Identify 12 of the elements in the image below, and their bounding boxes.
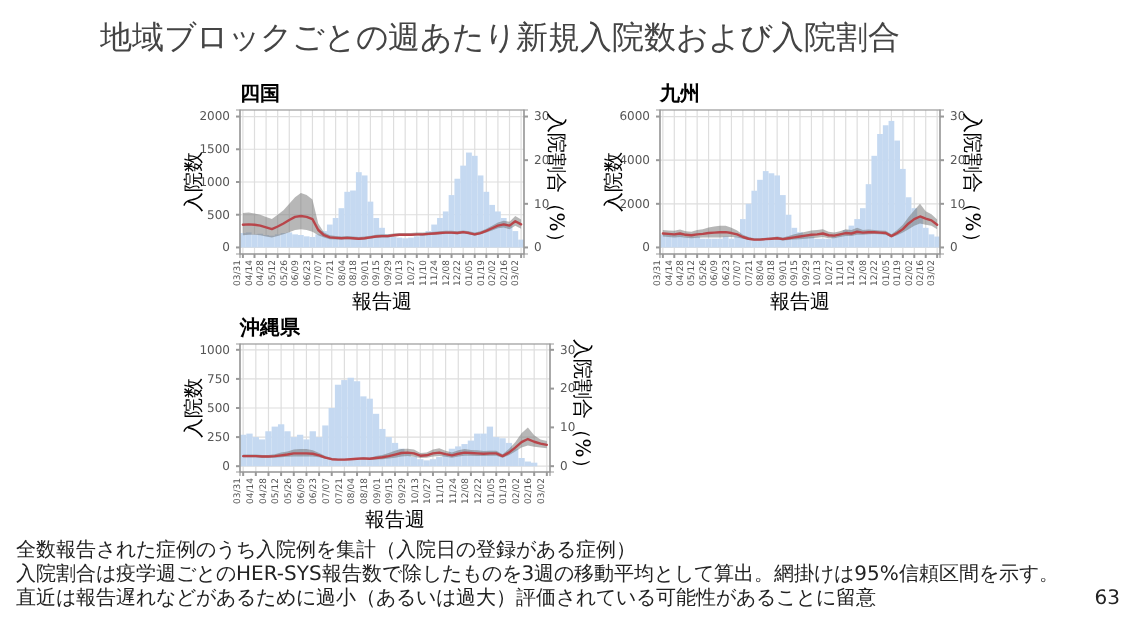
text: 入院割合は疫学週ごとのHER-SYS報告数で除したものを3週の移動平均として算出。網掛けは95%信頼区間を示す。: [16, 562, 1059, 586]
text: 直近は報告遅れなどがあるために過小（あるいは過大）評価されている可能性があることに留意: [16, 586, 876, 610]
x-axis-title: 報告週: [352, 290, 412, 314]
chart-title: 四国: [240, 84, 280, 106]
text: 全数報告された症例のうち入院例を集計（入院日の登録がある症例）: [16, 538, 636, 562]
chart-title: 九州: [658, 82, 700, 106]
x-axis-title: 報告週: [365, 508, 425, 532]
chart-title: 沖縄県: [238, 316, 302, 340]
text: 地域ブロックごとの週あたり新規入院数および入院割合: [98, 18, 900, 56]
y-axis-title: 入院数: [182, 378, 206, 438]
text: 63: [1094, 588, 1120, 610]
x-axis-title: 報告週: [770, 290, 830, 314]
